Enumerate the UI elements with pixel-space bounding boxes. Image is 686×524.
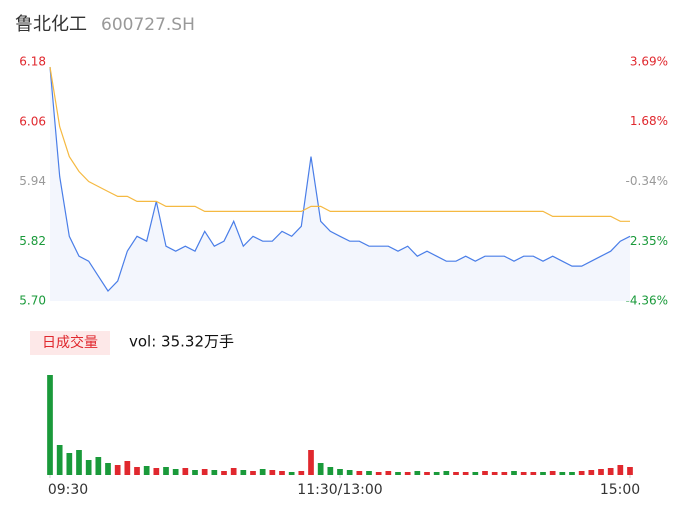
volume-bar <box>76 450 82 475</box>
volume-bar <box>598 469 604 475</box>
volume-bar <box>66 453 73 475</box>
volume-bar <box>530 472 537 475</box>
volume-bar <box>433 472 440 475</box>
volume-bar <box>462 472 469 475</box>
volume-bar <box>356 471 363 475</box>
volume-bar <box>472 472 479 475</box>
volume-bar <box>404 472 411 475</box>
volume-bar <box>298 471 305 475</box>
volume-bar <box>182 468 189 475</box>
y2-tick-label: -2.35% <box>626 234 668 248</box>
volume-bar <box>250 471 256 475</box>
volume-bar <box>607 468 614 475</box>
volume-bar <box>124 461 131 475</box>
volume-bar <box>143 466 150 475</box>
volume-bar <box>346 470 353 475</box>
y2-tick-label: -0.34% <box>626 174 668 188</box>
volume-bar <box>85 460 92 475</box>
volume-bar <box>134 467 140 475</box>
volume-bar <box>588 470 595 475</box>
y-tick-label: 5.70 <box>19 294 46 308</box>
volume-bar <box>569 472 575 475</box>
volume-bar <box>327 467 334 475</box>
volume-bar <box>56 445 63 475</box>
volume-bar <box>501 472 508 475</box>
volume-bar <box>627 467 633 475</box>
stock-code: 600727.SH <box>101 15 195 35</box>
volume-bar <box>375 472 382 475</box>
volume-bar <box>491 472 498 475</box>
volume-bar <box>230 468 237 475</box>
volume-bar <box>259 469 266 475</box>
volume-bar <box>95 457 102 475</box>
volume-total: vol: 35.32万手 <box>129 333 234 351</box>
volume-bar <box>414 471 421 475</box>
volume-title: 日成交量 <box>42 334 98 351</box>
volume-bar <box>578 471 585 475</box>
y-tick-label: 5.82 <box>19 234 46 248</box>
x-tick-label: 09:30 <box>48 482 88 498</box>
volume-bar <box>153 468 160 475</box>
stock-name: 鲁北化工 <box>15 14 87 35</box>
price-area <box>50 67 630 301</box>
volume-bar <box>540 472 546 475</box>
volume-bar <box>617 465 624 475</box>
volume-bar <box>240 470 247 475</box>
volume-bar <box>520 472 527 475</box>
y-tick-label: 6.06 <box>19 114 46 128</box>
volume-bar <box>269 470 276 475</box>
volume-bar <box>114 465 121 475</box>
volume-bar <box>453 472 459 475</box>
volume-bar <box>385 471 392 475</box>
volume-bar <box>192 470 198 475</box>
volume-bar <box>201 469 208 475</box>
volume-bar <box>308 450 314 475</box>
average-line <box>49 66 630 222</box>
volume-bar <box>395 472 401 475</box>
volume-bar <box>317 463 324 475</box>
y2-tick-label: 3.69% <box>630 55 668 69</box>
y2-tick-label: -4.36% <box>626 294 668 308</box>
x-tick-label: 11:30/13:00 <box>297 482 382 498</box>
y-tick-label: 6.18 <box>19 55 46 69</box>
y-tick-label: 5.94 <box>19 174 46 188</box>
volume-bar <box>221 471 227 475</box>
volume-bar <box>172 469 179 475</box>
volume-bar <box>559 472 566 475</box>
volume-bar <box>288 472 295 475</box>
volume-bar <box>549 471 556 475</box>
volume-bar <box>163 467 169 475</box>
volume-bar <box>482 471 488 475</box>
volume-bar <box>279 471 285 475</box>
volume-bar <box>337 469 343 475</box>
volume-bar <box>47 375 53 475</box>
volume-bar <box>211 470 218 475</box>
volume-label-bg <box>30 331 110 355</box>
price-line <box>49 66 631 292</box>
volume-bar <box>511 471 517 475</box>
volume-bar <box>443 471 450 475</box>
volume-bar <box>424 472 430 475</box>
x-tick-label: 15:00 <box>600 482 640 498</box>
y2-tick-label: 1.68% <box>630 114 668 128</box>
volume-bar <box>366 471 372 475</box>
volume-bar <box>105 463 111 475</box>
